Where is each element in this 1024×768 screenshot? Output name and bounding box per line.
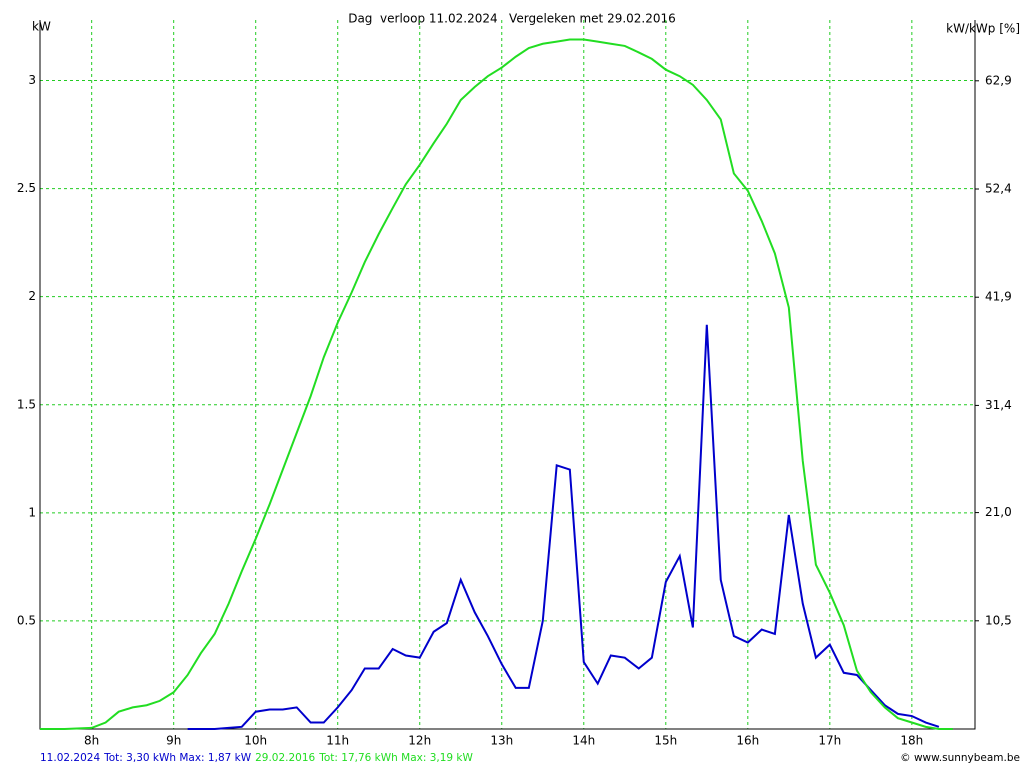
y2-tick-label: 31,4: [985, 398, 1012, 412]
y-axis-label: kW: [32, 20, 51, 34]
y-tick-label: 0.5: [17, 613, 36, 627]
legend: 11.02.2024 Tot: 3,30 kWh Max: 1,87 kW 29.0…: [40, 752, 474, 764]
x-tick-label: 16h: [736, 734, 759, 748]
series-line: [40, 38, 953, 730]
y-tick-label: 2.5: [17, 181, 36, 195]
y2-tick-label: 52,4: [985, 182, 1012, 196]
legend-name: 29.02.2016: [255, 752, 315, 764]
chart-title: Dag verloop 11.02.2024 Vergeleken met 29…: [348, 12, 676, 26]
x-tick-label: 17h: [818, 734, 841, 748]
x-tick-label: 12h: [408, 734, 431, 748]
y2-tick-label: 41,9: [985, 290, 1012, 304]
x-tick-label: 9h: [166, 734, 181, 748]
legend-name: 11.02.2024: [40, 752, 100, 764]
y-tick-label: 3: [28, 73, 36, 87]
x-tick-label: 8h: [84, 734, 99, 748]
y2-axis-label: kW/kWp [%]: [946, 22, 1020, 36]
x-tick-label: 10h: [244, 734, 267, 748]
axis-frame: [39, 20, 976, 730]
credit: © www.sunnybeam.be: [900, 752, 1020, 764]
legend-summary: Tot: 17,76 kWh Max: 3,19 kW: [318, 752, 473, 764]
x-tick-label: 18h: [900, 734, 923, 748]
y-tick-label: 1: [28, 505, 36, 519]
y2-tick-label: 10,5: [985, 613, 1012, 627]
y2-tick-label: 21,0: [985, 505, 1012, 519]
x-tick-label: 15h: [654, 734, 677, 748]
x-tick-label: 13h: [490, 734, 513, 748]
legend-text: 11.02.2024 Tot: 3,30 kWh Max: 1,87 kW 29.0…: [40, 752, 474, 764]
series-line: [187, 324, 940, 730]
legend-summary: Tot: 3,30 kWh Max: 1,87 kW: [103, 752, 252, 764]
y2-tick-label: 62,9: [985, 73, 1012, 87]
x-tick-label: 14h: [572, 734, 595, 748]
y-tick-label: 1.5: [17, 397, 36, 411]
x-tick-label: 11h: [326, 734, 349, 748]
y-tick-label: 2: [28, 289, 36, 303]
